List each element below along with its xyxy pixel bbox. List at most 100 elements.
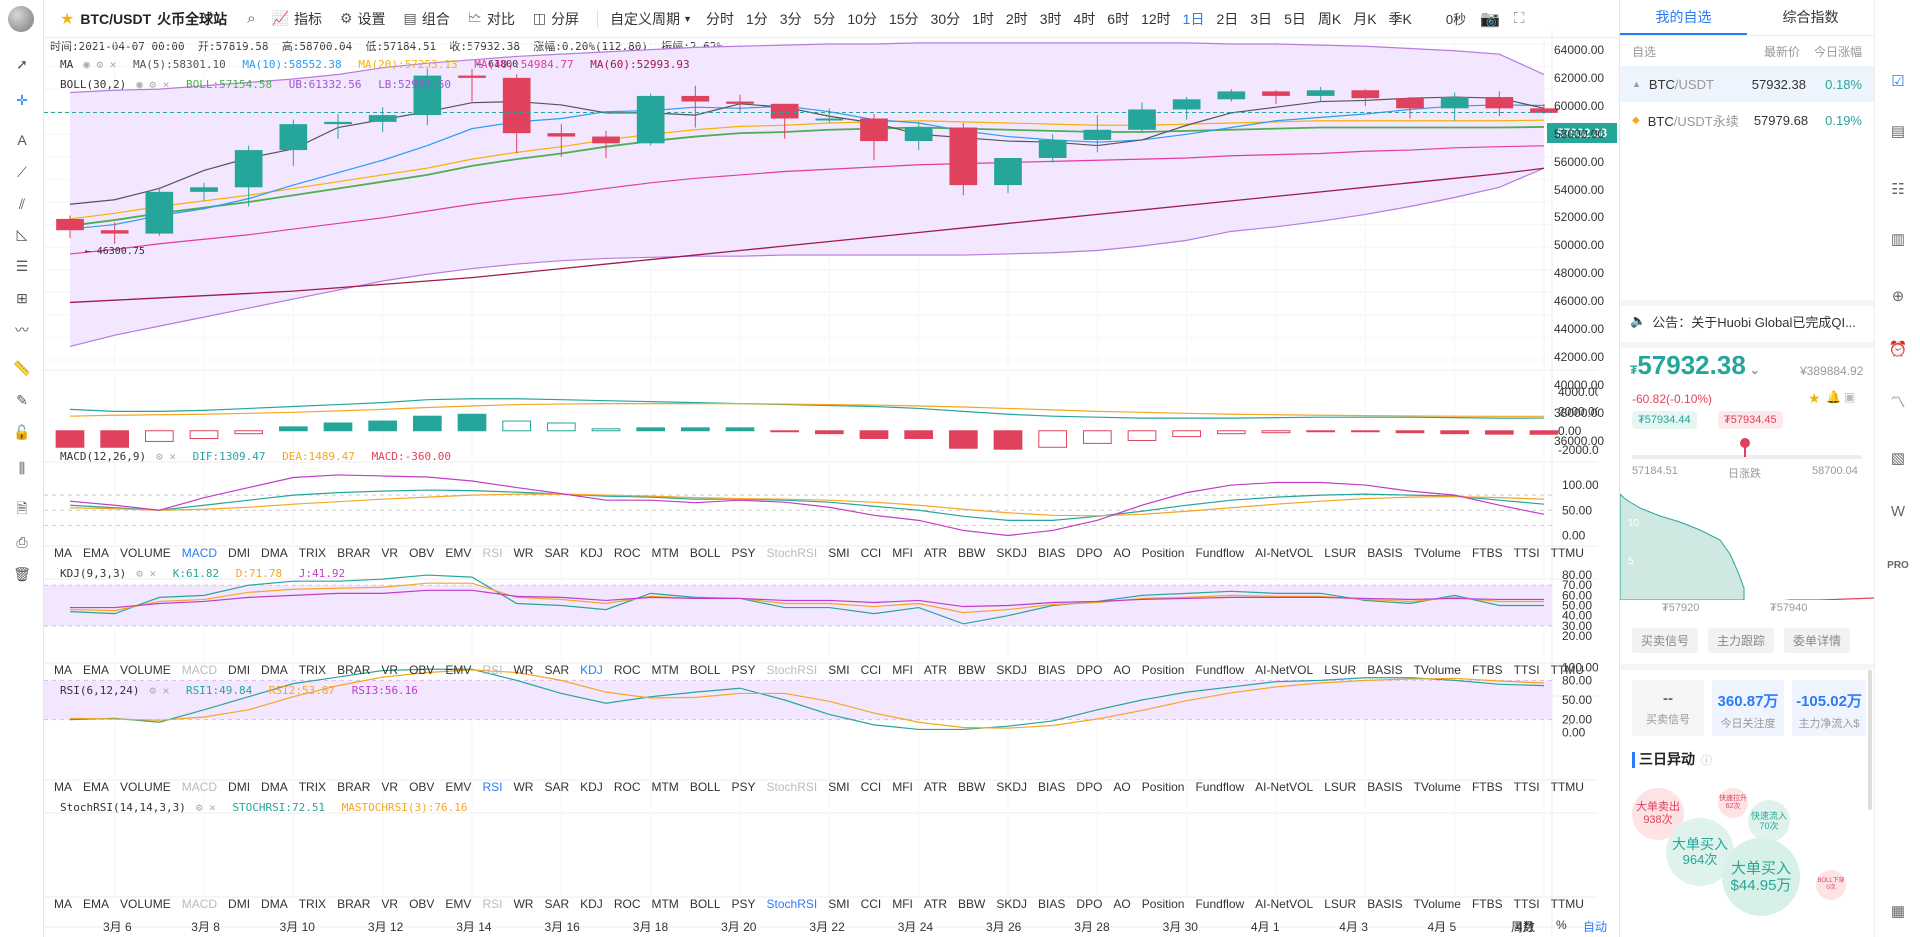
indicator-tab-bbw[interactable]: BBW bbox=[958, 663, 986, 677]
indicator-tab-emv[interactable]: EMV bbox=[445, 780, 472, 794]
wave-icon[interactable]: 〰 bbox=[15, 322, 29, 338]
percent-button[interactable]: % bbox=[1556, 918, 1567, 932]
indicator-tab-smi[interactable]: SMI bbox=[828, 780, 850, 794]
indicator-tab-ttsi[interactable]: TTSI bbox=[1513, 780, 1540, 794]
period-7[interactable]: 1时 bbox=[972, 10, 994, 27]
indicator-tab-trix[interactable]: TRIX bbox=[298, 897, 327, 911]
indicator-tab-sar[interactable]: SAR bbox=[544, 663, 570, 677]
indicator-tab-vr[interactable]: VR bbox=[381, 780, 399, 794]
exchange-logo[interactable] bbox=[8, 6, 34, 32]
indicator-tab-ema[interactable]: EMA bbox=[83, 780, 110, 794]
indicator-tab-psy[interactable]: PSY bbox=[731, 546, 756, 560]
indicator-tab-bias[interactable]: BIAS bbox=[1038, 663, 1066, 677]
indicator-tab-kdj[interactable]: KDJ bbox=[580, 780, 603, 794]
indicator-tab-skdj[interactable]: SKDJ bbox=[996, 663, 1028, 677]
indicator-tab-mtm[interactable]: MTM bbox=[651, 897, 679, 911]
period-3[interactable]: 5分 bbox=[813, 10, 836, 27]
indicator-tab-basis[interactable]: BASIS bbox=[1367, 663, 1403, 677]
indicator-tab-brar[interactable]: BRAR bbox=[337, 780, 371, 794]
indicator-tab-skdj[interactable]: SKDJ bbox=[996, 780, 1028, 794]
period-2[interactable]: 3分 bbox=[779, 10, 802, 27]
indicator-tab-basis[interactable]: BASIS bbox=[1367, 897, 1403, 911]
indicator-tab-trix[interactable]: TRIX bbox=[298, 780, 327, 794]
indicator-tab-mfi[interactable]: MFI bbox=[892, 546, 913, 560]
indicator-tab-position[interactable]: Position bbox=[1141, 663, 1185, 677]
main-force-button[interactable]: 主力跟踪 bbox=[1708, 628, 1775, 653]
settings-icon[interactable]: ⚙ ✕ bbox=[136, 567, 157, 580]
indicator-tab-emv[interactable]: EMV bbox=[445, 663, 472, 677]
main-chart[interactable]: ← 61800 ← 46300.75 4000.00 2000.00 0.00 -2000… bbox=[44, 30, 1598, 935]
favorite-star-icon[interactable]: ★ bbox=[60, 10, 75, 28]
indicator-tab-atr[interactable]: ATR bbox=[923, 546, 948, 560]
indicator-tab-macd[interactable]: MACD bbox=[181, 780, 218, 794]
symbol-name[interactable]: BTC/USDT bbox=[80, 10, 152, 27]
indicator-tab-mtm[interactable]: MTM bbox=[651, 546, 679, 560]
combo-button[interactable]: ▤ 组合 bbox=[404, 9, 450, 29]
col-change[interactable]: 今日涨幅 bbox=[1813, 44, 1862, 59]
col-watchlist[interactable]: 自选 bbox=[1632, 44, 1657, 59]
indicator-tab-boll[interactable]: BOLL bbox=[689, 780, 721, 794]
indicator-tab-stochrsi[interactable]: StochRSI bbox=[766, 663, 818, 677]
settings-icon[interactable]: ⚙ ✕ bbox=[195, 801, 216, 814]
indicator-tab-mfi[interactable]: MFI bbox=[892, 897, 913, 911]
indicator-tab-skdj[interactable]: SKDJ bbox=[996, 897, 1028, 911]
indicator-tab-lsur[interactable]: LSUR bbox=[1324, 780, 1357, 794]
indicator-tab-boll[interactable]: BOLL bbox=[689, 663, 721, 677]
snapshot-icon[interactable]: ⎙ bbox=[16, 533, 28, 550]
indicator-button[interactable]: 📈 指标 bbox=[272, 9, 322, 29]
split-screen-button[interactable]: ◫ 分屏 bbox=[533, 9, 579, 29]
bubble-fast-inflow[interactable]: 快速流入 70次 bbox=[1748, 800, 1790, 842]
indicator-tab-vr[interactable]: VR bbox=[381, 546, 399, 560]
indicator-tab-volume[interactable]: VOLUME bbox=[120, 663, 171, 677]
settings-icon[interactable]: ⚙ ✕ bbox=[149, 684, 170, 697]
indicator-tab-fundflow[interactable]: Fundflow bbox=[1195, 780, 1245, 794]
fullscreen-icon[interactable]: ⛶ bbox=[1514, 10, 1525, 27]
indicator-tab-stochrsi[interactable]: StochRSI bbox=[766, 780, 818, 794]
indicator-tab-trix[interactable]: TRIX bbox=[298, 663, 327, 677]
indicator-tab-boll[interactable]: BOLL bbox=[689, 546, 721, 560]
indicator-tab-ftbs[interactable]: FTBS bbox=[1471, 546, 1503, 560]
indicator-tab-atr[interactable]: ATR bbox=[923, 663, 948, 677]
indicator-tab-ttmu[interactable]: TTMU bbox=[1550, 780, 1584, 794]
magnet-icon[interactable]: ⫼ bbox=[18, 459, 26, 476]
indicator-tab-obv[interactable]: OBV bbox=[409, 546, 435, 560]
period-4[interactable]: 10分 bbox=[847, 10, 877, 27]
indicator-tab-wr[interactable]: WR bbox=[513, 546, 534, 560]
indicator-tab-macd[interactable]: MACD bbox=[181, 546, 218, 560]
buy-sell-signal-button[interactable]: 买卖信号 bbox=[1632, 628, 1699, 653]
indicator-tab-vr[interactable]: VR bbox=[381, 897, 399, 911]
indicator-tab-ai-netvol[interactable]: AI-NetVOL bbox=[1255, 546, 1314, 560]
add-window-icon[interactable]: ⊕ bbox=[1891, 288, 1905, 305]
watchlist-icon[interactable]: ☑ bbox=[1891, 73, 1905, 90]
indicator-tab-cci[interactable]: CCI bbox=[860, 663, 882, 677]
settings-icon[interactable]: ⚙ ✕ bbox=[156, 450, 176, 463]
bookmark-icon[interactable]: 🗎 bbox=[16, 500, 28, 516]
indicator-tab-fundflow[interactable]: Fundflow bbox=[1195, 546, 1245, 560]
indicator-tab-stochrsi[interactable]: StochRSI bbox=[766, 897, 818, 911]
indicator-tab-roc[interactable]: ROC bbox=[613, 897, 641, 911]
indicator-tab-lsur[interactable]: LSUR bbox=[1324, 663, 1357, 677]
period-10[interactable]: 4时 bbox=[1073, 10, 1096, 27]
indicator-tab-position[interactable]: Position bbox=[1141, 546, 1185, 560]
indicator-tab-dma[interactable]: DMA bbox=[261, 663, 288, 677]
announcement-bar[interactable]: 🔈 公告：关于Huobi Global已完成QI... bbox=[1620, 306, 1875, 336]
indicator-tab-ao[interactable]: AO bbox=[1113, 663, 1131, 677]
indicator-tab-ftbs[interactable]: FTBS bbox=[1471, 897, 1503, 911]
indicator-tab-ema[interactable]: EMA bbox=[83, 546, 110, 560]
search-icon[interactable]: ⌕ bbox=[247, 10, 256, 27]
indicator-tab-kdj[interactable]: KDJ bbox=[580, 897, 603, 911]
indicator-tab-ma[interactable]: MA bbox=[54, 780, 72, 794]
indicator-tab-dma[interactable]: DMA bbox=[261, 546, 288, 560]
indicator-tab-dmi[interactable]: DMI bbox=[228, 546, 251, 560]
tab-my-watchlist[interactable]: 我的自选 bbox=[1620, 0, 1747, 35]
indicator-tab-smi[interactable]: SMI bbox=[828, 546, 850, 560]
indicator-tab-ttmu[interactable]: TTMU bbox=[1550, 663, 1584, 677]
indicator-tab-brar[interactable]: BRAR bbox=[337, 546, 371, 560]
indicator-tab-volume[interactable]: VOLUME bbox=[120, 897, 171, 911]
indicator-tab-ao[interactable]: AO bbox=[1113, 546, 1131, 560]
pro-icon[interactable]: PRO bbox=[1887, 559, 1909, 571]
indicator-tab-psy[interactable]: PSY bbox=[731, 897, 756, 911]
period-1[interactable]: 1分 bbox=[745, 10, 768, 27]
indicator-tab-position[interactable]: Position bbox=[1141, 780, 1185, 794]
fibonacci-icon[interactable]: ☰ bbox=[15, 257, 29, 274]
